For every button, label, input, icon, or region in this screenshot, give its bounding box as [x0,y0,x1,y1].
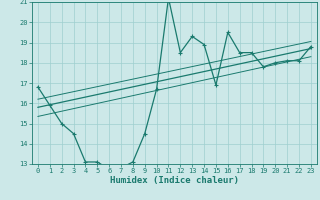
X-axis label: Humidex (Indice chaleur): Humidex (Indice chaleur) [110,176,239,185]
